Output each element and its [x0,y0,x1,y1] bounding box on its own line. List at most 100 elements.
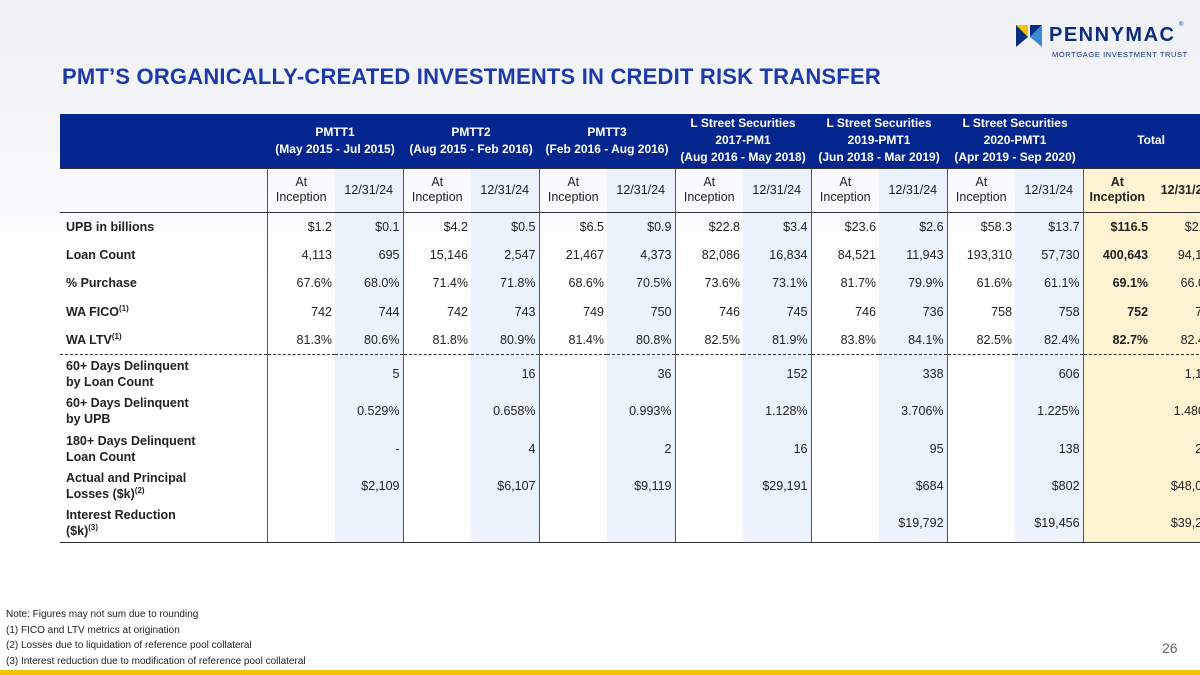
table-cell: 255 [1151,429,1200,468]
row-label-line1: Interest Reduction [66,508,176,523]
row-label-text: WA FICO [66,305,120,320]
header-deal-line: PMTT2 [451,124,491,139]
table-cell [402,354,471,393]
row-label-line2-text: by Loan Count [66,374,154,389]
table-row: 60+ Days Delinquent by UPB 0.529% 0.658% 0.9… [60,392,1200,430]
subheader-inception: Inception [819,190,871,204]
table-cell: 1.128% [743,392,812,430]
subheader-at-inception: At Inception [266,167,335,213]
table-cell [538,467,607,505]
table-row: Actual and Principal Losses ($k)(2) $2,109… [60,467,1200,505]
table-row: UPB in billions $1.2 $0.1 $4.2 $0.5 $6.5 $0.9 $… [60,212,1200,241]
header-deal-line: Total [1137,133,1165,148]
subheader-at-inception: At Inception [810,167,880,213]
subheader-row: At Inception 12/31/24 At Inception 12/31/24 At… [60,167,1200,213]
table-cell [1082,504,1152,543]
row-label-line1: 60+ Days Delinquent [66,358,189,373]
table-cell [674,467,743,505]
subheader-date: 12/31/24 [1151,167,1200,213]
table-cell: 750 [607,297,675,327]
table-cell [946,392,1016,430]
table-cell: 16,834 [743,240,812,270]
table-cell: 1.225% [1015,392,1084,430]
table-cell: 71.4% [402,269,471,298]
header-deal-5: L Street Securities 2020-PMT1 (Apr 2019 - … [947,114,1084,168]
row-label: % Purchase [60,269,267,298]
subheader-at-inception: At Inception [946,167,1016,213]
logo-name: PENNYMAC [1049,24,1176,46]
table-cell [266,429,335,468]
row-label-text: Loan Count [66,247,136,262]
table-cell: 61.1% [1015,269,1084,298]
row-label-line2: ($k)(3) [66,523,264,539]
table-cell: 745 [743,297,812,327]
table-cell: 606 [1015,354,1084,393]
header-deal-line: (Aug 2016 - May 2018) [680,150,806,165]
logo-registered-mark: ® [1179,22,1184,28]
row-label-line2: Losses ($k)(2) [66,486,264,502]
table-cell: 61.6% [946,269,1016,298]
table-cell: 73.1% [743,269,812,298]
subheader-at: At [1110,175,1124,189]
row-label: Loan Count [60,241,267,270]
row-label-line2: by UPB [66,411,264,427]
table-cell [1082,354,1152,393]
row-label-footnote: (3) [88,523,99,533]
table-cell [538,392,607,430]
table-cell: 2 [607,429,675,468]
table-cell [266,467,335,505]
header-deal-1: PMTT2 (Aug 2015 - Feb 2016) [403,114,539,168]
table-cell: $802 [1015,467,1084,505]
table-cell: 81.4% [538,326,607,355]
table-cell [946,467,1016,505]
row-label: UPB in billions [60,212,267,241]
table-cell: 80.9% [471,326,539,355]
table-cell [674,392,743,430]
row-label-footnote: (2) [134,486,145,496]
table-cell: 758 [946,297,1016,327]
table-cell: 95 [879,429,948,468]
table-cell: 152 [743,354,812,393]
table-cell [946,504,1016,543]
header-deal-6: Total [1083,114,1200,168]
table-cell: 84.1% [879,326,948,355]
table-cell [266,392,335,430]
table-cell: 743 [471,297,539,327]
row-label: 60+ Days Delinquent by Loan Count [60,354,267,393]
table-cell: 742 [266,297,335,327]
table-cell [946,354,1016,393]
table-cell: $13.7 [1015,212,1084,241]
row-label: WA LTV(1) [60,326,267,355]
table-cell [1082,392,1152,430]
table-cell: 695 [335,240,403,270]
table-cell: 73.6% [674,269,743,298]
row-label-footnote: (1) [119,303,129,313]
subheader-at: At [567,175,580,189]
subheader-at-inception: At Inception [674,167,743,213]
table-cell: 758 [1015,297,1084,327]
table-cell: 82.5% [674,326,743,355]
footnotes: Note: Figures may not sum due to roundin… [6,607,306,669]
crt-investments-table: PMTT1 (May 2015 - Jul 2015) PMTT2 (Aug 2015… [60,114,1200,543]
table-cell [402,504,471,543]
header-deal-line: L Street Securities [962,116,1068,131]
header-deal-4: L Street Securities 2019-PMT1 (Jun 2018 - … [811,114,948,168]
table-cell [810,392,880,430]
table-cell: 81.7% [810,269,880,298]
table-cell: 71.8% [471,269,539,298]
row-label: Interest Reduction ($k)(3) [60,504,267,543]
row-label: WA FICO(1) [60,298,267,327]
table-cell: 69.1% [1082,269,1152,298]
table-cell: $116.5 [1082,212,1152,241]
table-cell [607,504,675,543]
table-cell: 82.4% [1151,326,1200,355]
row-label-line2-text: Loan Count [66,449,136,464]
subheader-at-inception: At Inception [402,167,471,213]
table-cell [471,504,539,543]
table-cell [402,467,471,505]
table-cell [810,354,880,393]
table-cell: 11,943 [879,240,948,270]
table-cell: 70.5% [607,269,675,298]
subheader-at-inception: At Inception [538,167,607,213]
subheader-inception: Inception [275,190,327,204]
